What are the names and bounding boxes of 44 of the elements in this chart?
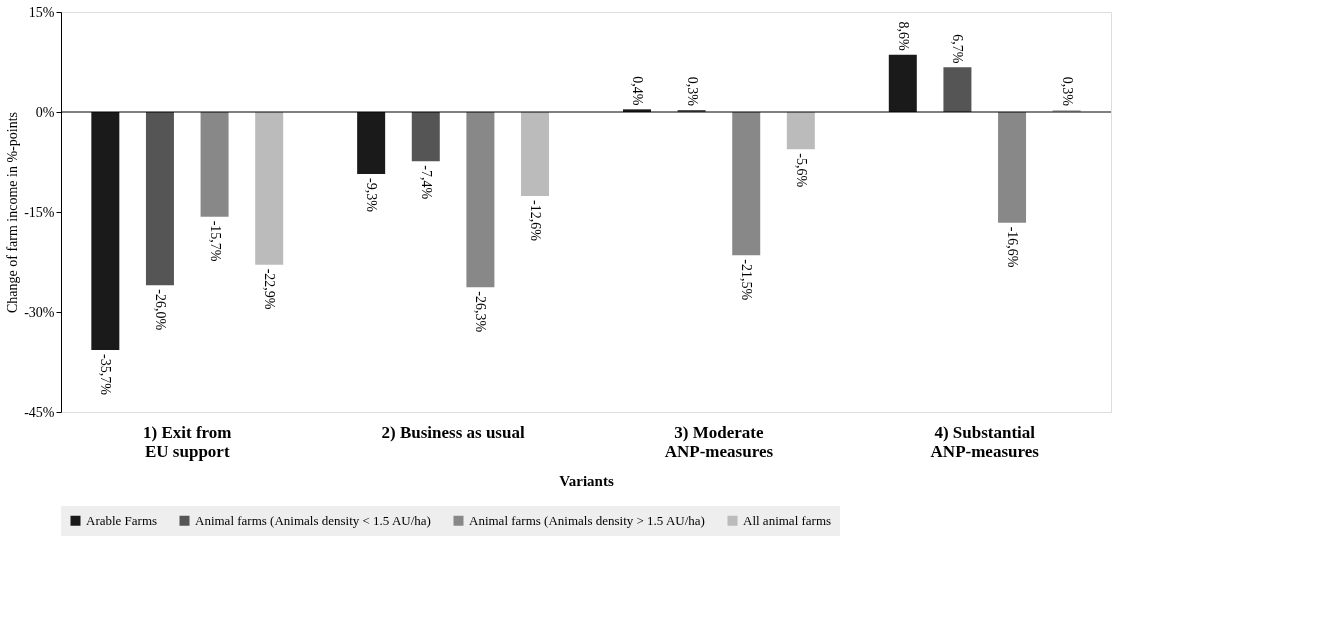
legend-label: Animal farms (Animals density > 1.5 AU/ha) [469, 512, 705, 528]
y-tick-label: -15% [24, 204, 55, 220]
data-label: -35,7% [98, 354, 114, 396]
data-label: -26,0% [152, 289, 168, 331]
bar [91, 112, 120, 350]
data-label: -26,3% [473, 291, 489, 333]
legend-label: All animal farms [743, 512, 832, 528]
data-label: 8,6% [895, 21, 911, 51]
y-tick-label: -30% [24, 304, 55, 320]
x-tick-label: 1) Exit from EU support [143, 422, 232, 461]
y-tick-label: 15% [28, 4, 55, 20]
data-label: -15,7% [207, 220, 223, 262]
bar [998, 112, 1027, 223]
bar [732, 112, 761, 256]
bar [943, 67, 972, 112]
x-tick-label: 3) Moderate ANP-measures [664, 422, 774, 461]
bar [255, 112, 284, 265]
data-label: 6,7% [950, 34, 966, 64]
bar [466, 112, 495, 288]
x-tick-label: 4) Substantial ANP-measures [930, 422, 1040, 461]
data-label: -21,5% [739, 259, 755, 301]
bar [786, 112, 815, 150]
data-label: -5,6% [793, 153, 809, 188]
x-tick-label: 2) Business as usual [381, 422, 525, 442]
data-label: -22,9% [262, 268, 278, 310]
y-tick-label: 0% [35, 104, 55, 120]
bar [888, 54, 917, 112]
legend-label: Animal farms (Animals density < 1.5 AU/ha) [195, 512, 431, 528]
bar [411, 112, 440, 162]
bar [200, 112, 229, 217]
bar [145, 112, 174, 286]
legend-label: Arable Farms [86, 512, 158, 528]
data-label: -7,4% [418, 165, 434, 200]
y-axis-title: Change of farm income in %-points [5, 111, 21, 314]
data-label: 0,3% [684, 76, 700, 107]
y-tick-label: -45% [24, 404, 55, 420]
bar [357, 112, 386, 174]
data-label: 0,3% [1059, 76, 1075, 107]
data-label: 0,4% [629, 76, 645, 106]
data-label: -16,6% [1005, 226, 1021, 268]
bar [521, 112, 550, 196]
data-label: -9,3% [364, 178, 380, 213]
data-label: -12,6% [528, 200, 544, 242]
x-axis-title: Variants [559, 472, 614, 489]
